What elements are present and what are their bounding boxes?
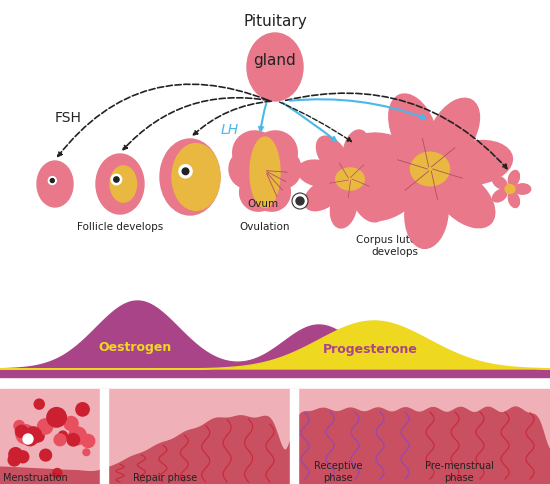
Ellipse shape [250, 138, 280, 208]
Ellipse shape [514, 184, 531, 195]
Circle shape [25, 427, 41, 443]
Ellipse shape [172, 144, 220, 211]
Ellipse shape [508, 192, 519, 208]
Ellipse shape [410, 153, 449, 186]
Circle shape [15, 425, 28, 438]
Circle shape [9, 448, 22, 461]
Circle shape [182, 168, 189, 175]
Ellipse shape [427, 99, 480, 166]
Text: Repair phase: Repair phase [133, 472, 197, 482]
Ellipse shape [352, 185, 383, 223]
Circle shape [33, 431, 44, 442]
FancyArrowPatch shape [259, 105, 266, 132]
Circle shape [111, 175, 122, 185]
FancyArrowPatch shape [58, 85, 267, 157]
Circle shape [40, 449, 52, 461]
Text: LH: LH [221, 123, 239, 136]
Circle shape [292, 194, 308, 210]
Text: Pituitary: Pituitary [243, 14, 307, 29]
FancyArrowPatch shape [290, 100, 425, 120]
Text: Progesterone: Progesterone [322, 343, 417, 356]
Ellipse shape [493, 177, 507, 189]
Circle shape [48, 177, 56, 185]
Circle shape [50, 179, 54, 183]
FancyArrowPatch shape [194, 102, 271, 136]
Text: Oestrogen: Oestrogen [98, 341, 172, 354]
Circle shape [16, 425, 35, 444]
Circle shape [296, 197, 304, 206]
Circle shape [83, 449, 90, 456]
Ellipse shape [96, 155, 144, 214]
Ellipse shape [251, 172, 290, 212]
Circle shape [54, 434, 66, 446]
Circle shape [179, 166, 192, 179]
Ellipse shape [440, 141, 513, 185]
Ellipse shape [343, 131, 370, 172]
Ellipse shape [359, 167, 424, 221]
Text: Receptive
phase: Receptive phase [314, 460, 362, 482]
FancyArrowPatch shape [279, 103, 351, 142]
FancyArrowPatch shape [123, 99, 270, 150]
Circle shape [37, 419, 53, 434]
Ellipse shape [37, 162, 73, 208]
Circle shape [53, 469, 62, 478]
Circle shape [34, 399, 44, 409]
Circle shape [69, 427, 86, 445]
Circle shape [14, 421, 25, 431]
Circle shape [58, 431, 67, 440]
Text: FSH: FSH [55, 111, 82, 125]
Ellipse shape [316, 137, 348, 174]
Text: Ovulation: Ovulation [240, 222, 290, 231]
Ellipse shape [298, 161, 339, 187]
Text: gland: gland [254, 52, 296, 67]
Ellipse shape [434, 169, 495, 228]
Circle shape [23, 434, 33, 444]
Ellipse shape [229, 151, 265, 189]
Text: Corpus luteum
develops: Corpus luteum develops [356, 235, 433, 256]
Ellipse shape [331, 187, 357, 228]
Circle shape [47, 408, 67, 427]
Ellipse shape [240, 172, 278, 212]
Ellipse shape [358, 148, 395, 180]
Text: Pre-menstrual
phase: Pre-menstrual phase [425, 460, 494, 482]
Ellipse shape [508, 171, 519, 187]
Ellipse shape [251, 141, 279, 205]
Ellipse shape [505, 185, 515, 194]
Ellipse shape [405, 176, 448, 249]
Ellipse shape [336, 168, 364, 191]
FancyArrowPatch shape [285, 94, 507, 169]
Ellipse shape [233, 132, 277, 176]
Text: Follicle develops: Follicle develops [77, 222, 163, 231]
Circle shape [17, 451, 29, 463]
Ellipse shape [389, 95, 437, 164]
Circle shape [76, 403, 89, 416]
Ellipse shape [493, 190, 507, 202]
Ellipse shape [361, 172, 402, 198]
Ellipse shape [160, 140, 220, 215]
Ellipse shape [265, 151, 301, 189]
Circle shape [114, 178, 119, 183]
Ellipse shape [110, 166, 136, 203]
Ellipse shape [350, 134, 421, 180]
Ellipse shape [304, 180, 342, 211]
Circle shape [22, 430, 38, 446]
Circle shape [64, 417, 78, 431]
Text: Menstruation: Menstruation [3, 472, 68, 482]
Circle shape [82, 435, 95, 448]
Text: Ovum: Ovum [247, 198, 278, 209]
Circle shape [67, 434, 80, 446]
Ellipse shape [252, 132, 298, 176]
Circle shape [8, 454, 20, 466]
Ellipse shape [247, 34, 303, 102]
FancyArrowPatch shape [282, 103, 336, 142]
